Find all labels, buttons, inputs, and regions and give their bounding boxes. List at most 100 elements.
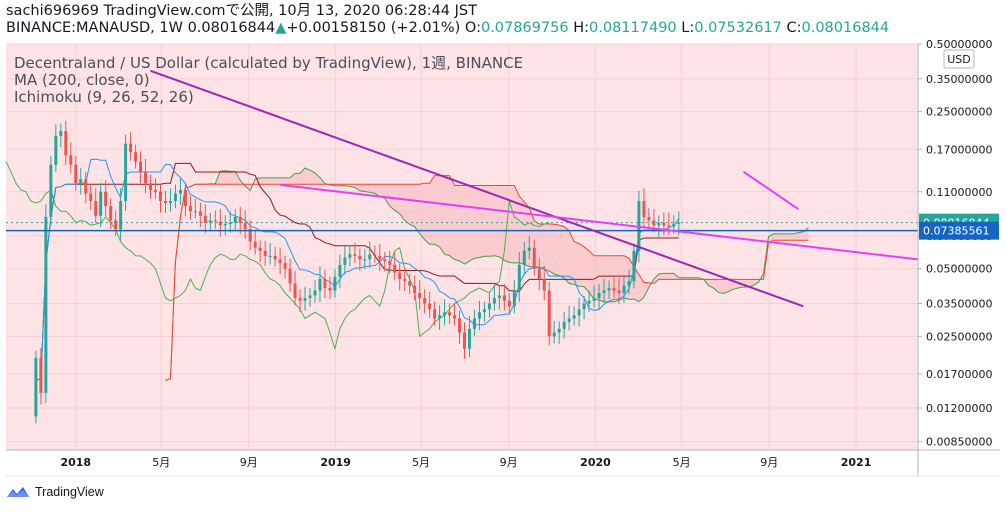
cloud-fill bbox=[165, 168, 809, 381]
ichimoku-cloud bbox=[165, 167, 809, 381]
candle-body bbox=[477, 312, 481, 319]
price-tick-label: 0.03500000 bbox=[926, 298, 992, 311]
candle-body bbox=[243, 222, 247, 230]
candle-body bbox=[657, 222, 661, 226]
low-value: 0.07532617 bbox=[694, 20, 782, 36]
price-tick-label: 0.50000000 bbox=[926, 38, 992, 51]
candle-body bbox=[612, 288, 616, 291]
candle-body bbox=[258, 247, 262, 251]
candle-body bbox=[388, 261, 392, 265]
candle-body bbox=[567, 318, 571, 322]
candle-body bbox=[622, 285, 626, 293]
time-axis[interactable]: 2018 5月 9月 2019 5月 9月 2020 5月 9月 2021 bbox=[6, 449, 1000, 477]
change-value: +0.00158150 (+2.01%) bbox=[286, 20, 461, 36]
candle-body bbox=[462, 332, 466, 349]
time-tick-label: 5月 bbox=[152, 456, 170, 469]
candle-body bbox=[487, 303, 491, 310]
time-tick-label: 2021 bbox=[841, 456, 872, 469]
candle-body bbox=[647, 216, 651, 221]
candle-body bbox=[467, 328, 471, 349]
candle-body bbox=[577, 309, 581, 316]
candle-body bbox=[363, 259, 367, 261]
ohlc-header: BINANCE:MANAUSD, 1W 0.08016844▲+0.001581… bbox=[6, 20, 889, 37]
candle-body bbox=[373, 254, 377, 256]
price-axis[interactable]: 0.00850000 0.01200000 0.01700000 0.02500000… bbox=[917, 38, 999, 476]
high-value: 0.08117490 bbox=[589, 20, 677, 36]
candle-body bbox=[532, 247, 536, 269]
candle-body bbox=[89, 193, 93, 202]
conversion-line bbox=[35, 158, 680, 381]
tradingview-branding[interactable]: TradingView bbox=[6, 485, 104, 499]
candle-body bbox=[183, 189, 187, 207]
candle-body bbox=[572, 315, 576, 319]
candle-body bbox=[652, 220, 656, 226]
candle-body bbox=[398, 272, 402, 279]
trendline-1[interactable] bbox=[150, 69, 804, 308]
candle-body bbox=[627, 281, 631, 286]
trendlines[interactable] bbox=[6, 69, 919, 308]
candle-body bbox=[273, 255, 277, 260]
open-label: O: bbox=[464, 20, 481, 36]
candle-body bbox=[403, 278, 407, 282]
candle-body bbox=[642, 201, 646, 217]
candle-body bbox=[144, 171, 148, 184]
candle-body bbox=[134, 152, 138, 162]
candle-body bbox=[119, 201, 123, 230]
candle-body bbox=[139, 161, 143, 172]
candle-body bbox=[308, 295, 312, 299]
candle-body bbox=[597, 292, 601, 299]
candle-body bbox=[64, 131, 68, 156]
candle-body bbox=[313, 290, 317, 296]
candle-body bbox=[203, 215, 207, 223]
candle-body bbox=[74, 164, 78, 184]
candle-body bbox=[602, 290, 606, 293]
candle-body bbox=[124, 143, 128, 202]
indicator-lines bbox=[5, 158, 680, 381]
price-tick-label: 0.25000000 bbox=[926, 106, 992, 119]
price-tick-label: 0.01700000 bbox=[926, 368, 992, 381]
candle-body bbox=[507, 300, 511, 307]
trendline-2[interactable] bbox=[279, 183, 919, 261]
candle-body bbox=[338, 264, 342, 277]
candle-body bbox=[223, 224, 227, 226]
time-tick-label: 5月 bbox=[673, 456, 691, 469]
currency-badge-label: USD bbox=[947, 53, 971, 66]
currency-badge[interactable]: USD bbox=[943, 49, 975, 69]
candle-body bbox=[158, 191, 162, 202]
candle-body bbox=[328, 288, 332, 291]
candle-body bbox=[537, 268, 541, 279]
candle-body bbox=[443, 312, 447, 316]
candle-body bbox=[418, 292, 422, 299]
candle-body bbox=[163, 201, 167, 204]
candle-body bbox=[34, 358, 38, 417]
candle-body bbox=[552, 332, 556, 337]
candle-body bbox=[522, 250, 526, 265]
candle-body bbox=[393, 264, 397, 273]
candle-body bbox=[472, 318, 476, 329]
price-tick-label: 0.00850000 bbox=[926, 436, 992, 449]
candle-body bbox=[358, 255, 362, 260]
candle-body bbox=[587, 300, 591, 304]
candle-body bbox=[547, 290, 551, 337]
candle-body bbox=[288, 268, 292, 284]
horizontal-level-tag bbox=[919, 221, 999, 240]
candle-body bbox=[672, 224, 676, 227]
candle-body bbox=[502, 295, 506, 301]
candle-body bbox=[438, 315, 442, 319]
publish-info: sachi696969 TradingView.comで公開, 10月 13, … bbox=[6, 3, 477, 19]
candle-body bbox=[408, 281, 412, 286]
candle-body bbox=[662, 222, 666, 226]
close-value: 0.08016844 bbox=[801, 20, 890, 36]
candle-body bbox=[94, 201, 98, 216]
time-tick-label: 9月 bbox=[760, 456, 778, 469]
candle-body bbox=[178, 189, 182, 194]
change-arrow-icon: ▲ bbox=[275, 20, 287, 36]
candle-body bbox=[383, 259, 387, 262]
trendline-3[interactable] bbox=[743, 170, 799, 211]
currency-badge-box bbox=[943, 49, 975, 69]
candle-body bbox=[303, 298, 307, 301]
candle-body bbox=[233, 216, 237, 223]
candle-body bbox=[667, 225, 671, 227]
candle-body bbox=[323, 278, 327, 289]
